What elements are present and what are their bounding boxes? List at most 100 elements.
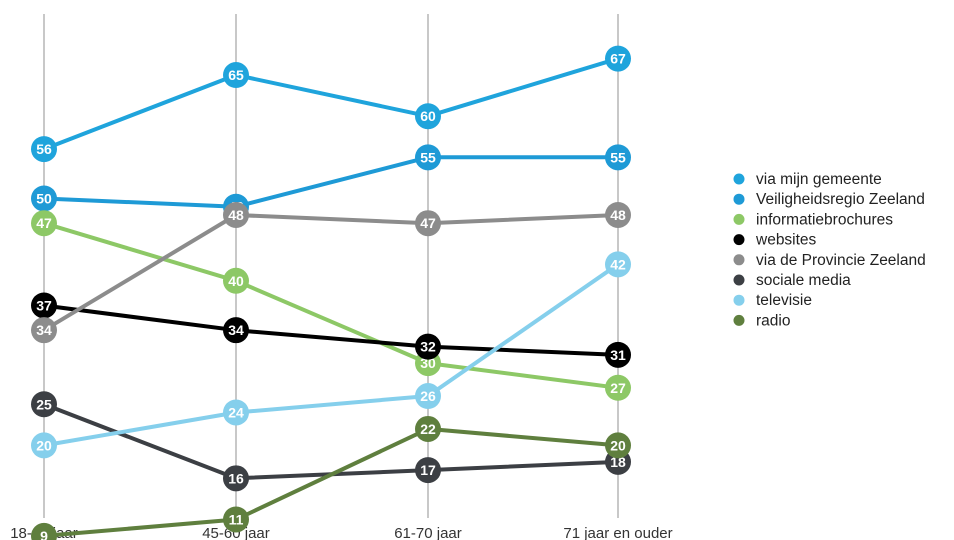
data-point xyxy=(31,391,57,418)
legend-label: websites xyxy=(755,232,817,249)
data-label: 48 xyxy=(610,207,626,223)
data-label: 42 xyxy=(610,256,626,272)
data-point xyxy=(605,201,631,228)
data-label: 55 xyxy=(610,149,626,165)
data-label: 65 xyxy=(228,67,244,83)
legend-swatch xyxy=(733,274,745,286)
series-line xyxy=(42,56,620,152)
series-line xyxy=(42,213,620,333)
series-line xyxy=(42,303,620,357)
data-label: 34 xyxy=(36,322,52,338)
data-point xyxy=(223,317,249,344)
data-point xyxy=(415,103,441,130)
data-label: 60 xyxy=(420,108,436,124)
data-point xyxy=(223,62,249,89)
legend-label: Veiligheidsregio Zeeland xyxy=(756,191,925,208)
data-label: 47 xyxy=(420,215,436,231)
legend-item-sociale-media: sociale media xyxy=(733,272,851,289)
data-point xyxy=(223,465,249,492)
legend: via mijn gemeente Veiligheidsregio Zeelan… xyxy=(733,171,926,329)
legend-swatch xyxy=(733,213,745,225)
data-point xyxy=(605,251,631,278)
data-label: 37 xyxy=(36,297,52,313)
data-point xyxy=(415,383,441,410)
x-tick-label: 71 jaar en ouder xyxy=(563,525,672,540)
data-label: 30 xyxy=(420,355,436,371)
data-point xyxy=(31,210,57,237)
series-televisie: 20 24 26 42 xyxy=(31,251,631,459)
data-label: 17 xyxy=(420,462,436,478)
data-label: 47 xyxy=(36,215,52,231)
grid-lines xyxy=(43,14,619,518)
data-label: 50 xyxy=(36,191,52,207)
data-point xyxy=(31,185,57,212)
data-label: 26 xyxy=(420,388,436,404)
legend-item-veiligheidsregio-zeeland: Veiligheidsregio Zeeland xyxy=(733,191,925,208)
series-line xyxy=(42,155,620,209)
data-label: 18 xyxy=(610,454,626,470)
data-label: 16 xyxy=(228,470,244,486)
legend-label: radio xyxy=(756,312,790,329)
legend-item-websites: websites xyxy=(733,232,817,249)
series-informatiebrochures: 47 40 30 27 xyxy=(31,210,631,401)
series-websites: 37 34 32 31 xyxy=(31,292,631,368)
legend-item-radio: radio xyxy=(733,312,790,329)
data-point xyxy=(31,292,57,319)
data-point xyxy=(605,341,631,368)
data-label: 34 xyxy=(228,322,244,338)
legend-label: televisie xyxy=(756,292,812,309)
data-point xyxy=(31,136,57,163)
legend-item-televisie: televisie xyxy=(733,292,812,309)
data-point xyxy=(415,144,441,171)
x-tick-label: 61-70 jaar xyxy=(394,525,462,540)
data-label: 24 xyxy=(228,404,244,420)
series-line xyxy=(42,262,620,448)
data-label: 20 xyxy=(610,437,626,453)
data-label: 40 xyxy=(228,273,244,289)
data-label: 55 xyxy=(420,149,436,165)
legend-label: via mijn gemeente xyxy=(756,171,882,188)
legend-item-informatiebrochures: informatiebrochures xyxy=(733,211,893,228)
data-point xyxy=(31,432,57,459)
data-point xyxy=(31,522,57,540)
series-line xyxy=(42,426,620,538)
data-point xyxy=(605,374,631,401)
data-point xyxy=(605,45,631,72)
data-label: 56 xyxy=(36,141,52,157)
series-radio: 9 11 22 20 xyxy=(31,415,631,540)
series-veiligheidsregio-zeeland: 50495555 xyxy=(31,144,631,220)
data-point xyxy=(223,506,249,533)
data-label: 32 xyxy=(420,339,436,355)
legend-swatch xyxy=(733,193,745,205)
data-label: 27 xyxy=(610,380,626,396)
data-label: 20 xyxy=(36,437,52,453)
data-point xyxy=(605,144,631,171)
legend-label: via de Provincie Zeeland xyxy=(756,252,926,269)
legend-swatch xyxy=(733,294,745,306)
x-tick-label: 45-60 jaar xyxy=(202,525,270,540)
data-point xyxy=(31,317,57,344)
data-point xyxy=(415,415,441,442)
data-label: 11 xyxy=(229,511,244,527)
data-point xyxy=(415,210,441,237)
data-label: 48 xyxy=(228,207,244,223)
data-point xyxy=(223,201,249,228)
data-label: 22 xyxy=(420,421,436,437)
x-axis-tick-labels: 18-45 jaar 45-60 jaar 61-70 jaar 71 jaar en… xyxy=(10,525,672,540)
legend-swatch xyxy=(733,173,745,185)
legend-label: sociale media xyxy=(756,272,851,289)
legend-item-via-de-provincie-zeeland: via de Provincie Zeeland xyxy=(733,252,926,269)
series-line xyxy=(42,221,620,390)
data-point xyxy=(223,267,249,294)
legend-label: informatiebrochures xyxy=(756,211,893,228)
series-lines: 5665606750495555474030273734323134484748… xyxy=(31,45,631,540)
series-line xyxy=(42,402,620,481)
data-label: 9 xyxy=(40,528,48,540)
data-point xyxy=(415,457,441,484)
data-point xyxy=(415,333,441,360)
legend-swatch xyxy=(733,254,745,266)
legend-item-via-mijn-gemeente: via mijn gemeente xyxy=(733,171,882,188)
series-via-mijn-gemeente: 56 65 60 67 xyxy=(31,45,631,163)
legend-swatch xyxy=(733,234,745,246)
